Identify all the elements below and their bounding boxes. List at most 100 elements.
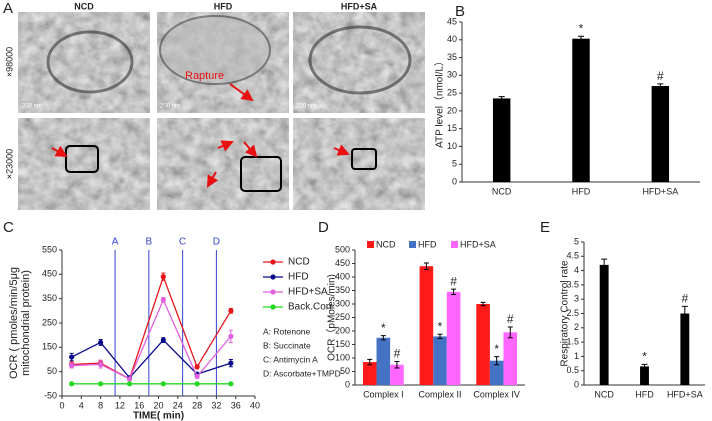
annotation: # (507, 312, 514, 326)
point (160, 274, 166, 280)
y-tick-label: 4.5 (566, 251, 579, 261)
y-tick-label: 450 (335, 258, 350, 268)
y-tick-label: 1 (574, 351, 579, 361)
note: C: Antimycin A (263, 354, 318, 364)
bar (572, 38, 590, 182)
x-tick-label: 0 (59, 400, 64, 410)
point (98, 339, 104, 346)
annotation: Rapture (185, 70, 224, 82)
micrograph (18, 12, 150, 113)
y-tick-label: 2 (574, 322, 579, 332)
x-tick-label: HFD+SA (642, 186, 678, 196)
bar (362, 362, 377, 385)
row-label: ×23000 (4, 149, 14, 179)
y-tick-label: 350 (42, 293, 57, 303)
legend-label: HFD (288, 272, 309, 283)
legend-marker (270, 259, 276, 265)
series-line (71, 274, 232, 380)
y-tick-label: 25 (447, 87, 457, 97)
legend-label: HFD+SA (288, 287, 328, 298)
x-tick-label: Complex I (363, 389, 404, 399)
bar (599, 264, 609, 385)
micrograph (293, 118, 425, 210)
error-bar (681, 305, 688, 322)
mitochondrion (46, 30, 134, 94)
y-tick-label: 0 (574, 379, 579, 389)
y-tick-label: 550 (42, 244, 57, 254)
event-label: C (179, 237, 186, 248)
y-tick-label: 0.5 (566, 365, 579, 375)
x-tick-label: 16 (134, 400, 144, 410)
x-tick-label: HFD (635, 389, 654, 399)
y-tick-label: 45 (447, 16, 457, 26)
y-axis-label: mitochondrial protein) (20, 270, 32, 376)
bar (640, 366, 649, 385)
annotation: * (381, 321, 386, 335)
y-tick-label: 150 (335, 339, 350, 349)
point (126, 376, 133, 382)
event-label: D (213, 237, 220, 248)
micrograph (18, 118, 150, 210)
x-tick-label: 20 (153, 400, 163, 410)
point (98, 381, 104, 387)
error-bar (480, 301, 486, 307)
y-tick-label: 0 (452, 176, 457, 186)
bar (492, 98, 511, 182)
panel-label: C (3, 219, 14, 236)
scale-bar-label: 200 nm (296, 104, 316, 110)
point (228, 360, 234, 366)
point (160, 337, 166, 343)
legend-label: NCD (288, 257, 310, 268)
x-tick-label: 28 (192, 400, 202, 410)
arrow (217, 140, 234, 152)
x-tick-label: 4 (79, 400, 84, 410)
point (228, 308, 234, 314)
row-label: ×98000 (4, 47, 14, 77)
y-tick-label: 150 (42, 342, 57, 352)
x-tick-label: Complex II (418, 389, 461, 399)
bar (433, 336, 447, 385)
annotation: * (642, 350, 647, 364)
arrow (243, 141, 258, 158)
annotation: * (579, 21, 584, 35)
y-tick-label: 40 (447, 34, 457, 44)
point (69, 354, 75, 360)
micrograph (157, 118, 289, 210)
x-tick-label: Complex IV (473, 389, 520, 399)
y-tick-label: 4 (574, 265, 579, 275)
column-label: HFD+SA (341, 1, 378, 11)
y-tick-label: 3 (574, 294, 579, 304)
y-tick-label: 250 (335, 312, 350, 322)
y-axis-label: Respiratory Control rate (560, 260, 571, 367)
y-axis-label: OCR ( pmoles/min/5μg (8, 267, 20, 379)
annotation: * (494, 342, 499, 356)
error-bar (423, 262, 429, 270)
legend-marker (270, 304, 276, 310)
x-tick-label: 40 (250, 400, 260, 410)
y-tick-label: 3.5 (566, 279, 579, 289)
legend-swatch (409, 241, 416, 248)
bar (419, 266, 434, 385)
error-bar (641, 363, 648, 369)
x-tick-label: NCD (492, 186, 512, 196)
y-tick-label: 300 (335, 298, 350, 308)
legend-swatch (367, 241, 374, 248)
y-tick-label: 350 (335, 285, 350, 295)
micrograph (293, 12, 425, 113)
error-bar (367, 358, 373, 366)
note: D: Ascorbate+TMPD (263, 368, 341, 378)
legend-label: Back.Corr (288, 302, 333, 313)
x-tick-label: 24 (173, 400, 183, 410)
error-bar (451, 288, 457, 296)
error-bar (507, 326, 513, 339)
bar (680, 313, 690, 385)
x-axis-label: TIME( min) (133, 411, 184, 421)
panel-label: E (540, 219, 550, 236)
x-tick-label: NCD (594, 389, 614, 399)
error-bar (578, 35, 584, 42)
note: B: Succinate (263, 340, 311, 350)
scale-bar-label: 200 nm (22, 104, 42, 110)
point (194, 373, 200, 380)
panel-label: A (3, 0, 13, 17)
bar (376, 337, 391, 385)
